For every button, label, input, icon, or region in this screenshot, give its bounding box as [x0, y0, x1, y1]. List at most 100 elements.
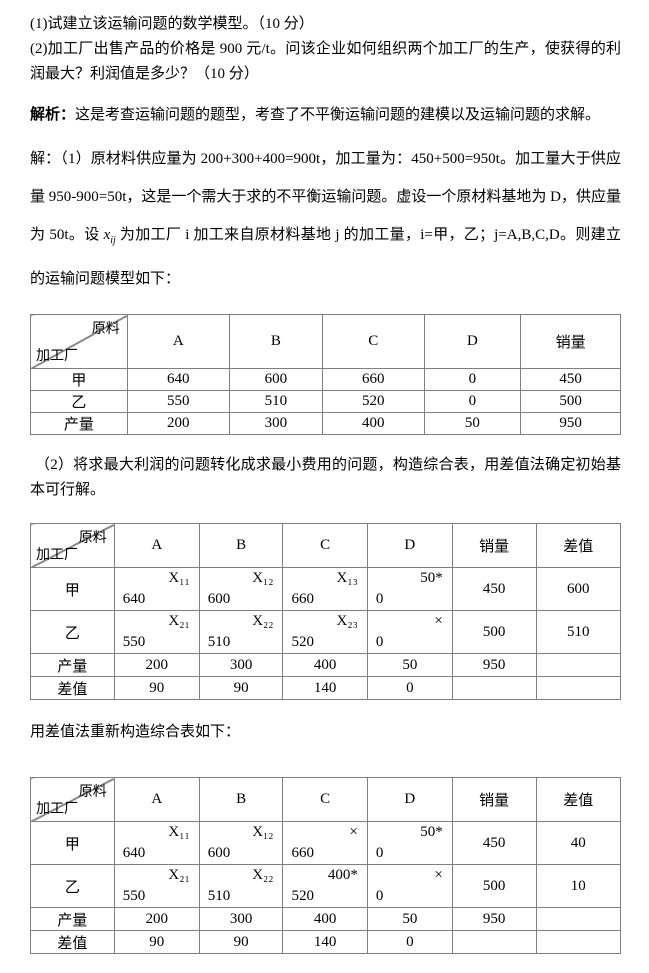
row-header: 差值	[30, 930, 115, 954]
value-cell: 400	[282, 653, 368, 677]
value-cell: 40	[535, 821, 622, 865]
col-header-d: D	[366, 777, 453, 822]
row-header: 乙	[30, 864, 115, 908]
value-cell: 90	[198, 676, 284, 700]
composite-cell: X₂₂ 510	[198, 864, 284, 908]
question-line-2: (2)加工厂出售产品的价格是 900 元/t。问该企业如何组织两个加工厂的生产，…	[30, 41, 621, 82]
table-row-output: 产量 200 300 400 50 950	[30, 412, 621, 435]
corner-label-material: 原料	[78, 531, 107, 546]
analysis-text: 这是考查运输问题的题型，考查了不平衡运输问题的建模以及运输问题的求解。	[75, 107, 601, 123]
col-header-b: B	[198, 777, 284, 822]
composite-cell: X₂₁ 550	[113, 610, 200, 654]
table-header-row: 原料 加工厂 A B C D 销量	[30, 314, 621, 369]
allocation-value: 50*	[420, 824, 443, 840]
analysis-label: 解析：	[30, 107, 76, 123]
value-cell	[535, 653, 622, 677]
value-cell	[451, 930, 537, 954]
value-cell: 550	[126, 390, 230, 413]
value-cell: 140	[282, 676, 368, 700]
col-header-c: C	[322, 314, 425, 369]
solution-part1-text-2: 为加工厂 i 加工来自原材料基地 j 的加工量，i=甲，乙；j=A,B,C,D。…	[30, 227, 621, 287]
table-row-output: 产量 200 300 400 50 950	[30, 907, 622, 931]
value-cell: 50	[366, 653, 453, 677]
table-row-yi: 乙 X₂₁ 550 X₂₂ 510 400* 520 × 0 500 10	[30, 864, 622, 908]
value-cell: 500	[451, 864, 537, 908]
table-header-row: 原料 加工厂 A B C D 销量 差值	[30, 523, 622, 568]
value-cell: 300	[198, 907, 284, 931]
value-cell: 200	[126, 412, 230, 435]
value-cell	[451, 676, 537, 700]
value-cell: 640	[126, 368, 230, 391]
cost-value: 550	[122, 634, 146, 650]
row-header: 产量	[30, 653, 115, 677]
col-header-c: C	[282, 777, 368, 822]
corner-label-factory: 加工厂	[36, 548, 78, 563]
col-header-diff: 差值	[535, 777, 622, 822]
value-cell: 90	[113, 676, 200, 700]
composite-table-1: 原料 加工厂 A B C D 销量 差值 甲 X₁₁ 640 X₁₂ 600 X₁₃…	[30, 523, 622, 700]
x-ij-variable: xij	[104, 227, 116, 246]
col-header-d: D	[423, 314, 522, 369]
solution-part1-text: 解：（1）原材料供应量为 200+300+400=900t，加工量为：450+5…	[30, 151, 621, 243]
table-header-row: 原料 加工厂 A B C D 销量 差值	[30, 777, 622, 822]
allocation-value: X₂₁	[168, 613, 190, 629]
cost-value: 520	[291, 888, 314, 904]
value-cell: 400	[322, 412, 425, 435]
composite-cell: X₁₂ 600	[198, 821, 284, 865]
cost-value: 0	[375, 845, 384, 861]
cost-value: 0	[375, 591, 384, 607]
row-header: 产量	[30, 907, 115, 931]
value-cell	[535, 930, 622, 954]
value-cell: 10	[535, 864, 622, 908]
composite-cell: 400* 520	[282, 864, 368, 908]
allocation-value: X₂₃	[336, 613, 358, 629]
value-cell: 450	[451, 567, 537, 611]
composite-cell: X₁₁ 640	[113, 821, 200, 865]
value-cell: 600	[535, 567, 622, 611]
solution-part1-paragraph: 解：（1）原材料供应量为 200+300+400=900t，加工量为：450+5…	[30, 140, 621, 298]
cost-value: 660	[291, 591, 314, 607]
value-cell: 200	[113, 653, 200, 677]
table-row-diff: 差值 90 90 140 0	[30, 676, 622, 700]
col-header-diff: 差值	[535, 523, 622, 568]
value-cell: 450	[520, 368, 621, 391]
allocation-value: X₁₃	[336, 570, 358, 586]
row-header: 乙	[30, 390, 128, 413]
corner-label-material: 原料	[91, 322, 120, 337]
value-cell: 0	[423, 368, 522, 391]
col-header-b: B	[198, 523, 284, 568]
col-header-a: A	[113, 777, 200, 822]
col-header-d: D	[366, 523, 453, 568]
value-cell: 0	[366, 930, 453, 954]
allocation-value: X₁₂	[252, 824, 274, 840]
allocation-value: X₂₁	[168, 867, 190, 883]
value-cell: 950	[451, 653, 537, 677]
model-table: 原料 加工厂 A B C D 销量 甲 640 600 660 0 450 乙 …	[30, 314, 621, 435]
cost-value: 640	[122, 845, 146, 861]
composite-cell: 50* 0	[366, 567, 453, 611]
value-cell: 500	[451, 610, 537, 654]
col-header-sales: 销量	[520, 314, 621, 369]
composite-cell: X₂₁ 550	[113, 864, 200, 908]
solution-part2-paragraph: （2）将求最大利润的问题转化成求最小费用的问题，构造综合表，用差值法确定初始基本…	[30, 457, 621, 498]
value-cell: 950	[520, 412, 621, 435]
value-cell: 400	[282, 907, 368, 931]
value-cell: 140	[282, 930, 368, 954]
cost-value: 660	[291, 845, 314, 861]
value-cell: 520	[322, 390, 425, 413]
analysis-paragraph: 解析：这是考查运输问题的题型，考查了不平衡运输问题的建模以及运输问题的求解。	[30, 103, 621, 128]
value-cell: 600	[228, 368, 324, 391]
value-cell: 450	[451, 821, 537, 865]
value-cell	[535, 676, 622, 700]
cross-mark: ×	[349, 824, 358, 840]
col-header-a: A	[113, 523, 200, 568]
table-row-jia: 甲 X₁₁ 640 X₁₂ 600 X₁₃ 660 50* 0 450 600	[30, 567, 622, 611]
composite-cell: × 660	[282, 821, 368, 865]
table-row-yi: 乙 550 510 520 0 500	[30, 390, 621, 413]
corner-cell: 原料 加工厂	[30, 523, 115, 568]
table-row-output: 产量 200 300 400 50 950	[30, 653, 622, 677]
value-cell: 50	[366, 907, 453, 931]
col-header-sales: 销量	[451, 777, 537, 822]
composite-cell: X₁₂ 600	[198, 567, 284, 611]
value-cell: 90	[198, 930, 284, 954]
